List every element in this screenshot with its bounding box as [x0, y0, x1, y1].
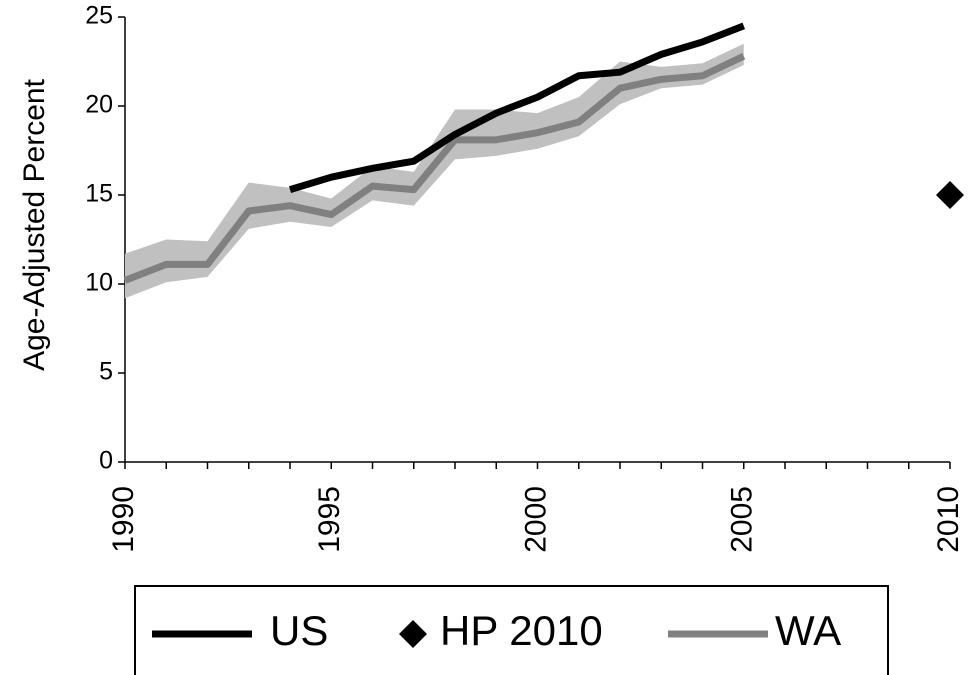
legend-label: US	[270, 607, 328, 654]
y-tick-label: 20	[85, 91, 113, 119]
y-tick-label: 0	[99, 447, 113, 475]
y-axis-label: Age-Adjusted Percent	[18, 78, 51, 371]
y-tick-label: 10	[85, 269, 113, 297]
legend-marker	[399, 620, 427, 648]
x-tick-label: 1990	[107, 486, 140, 553]
series-line	[123, 52, 746, 284]
series-line	[288, 22, 746, 194]
confidence-band	[125, 43, 744, 299]
legend-label: HP 2010	[440, 607, 603, 654]
y-tick-label: 5	[99, 358, 113, 386]
hp-2010-marker	[936, 181, 964, 209]
legend-label: WA	[775, 607, 841, 654]
x-tick-label: 2010	[932, 486, 965, 553]
y-tick-label: 15	[85, 180, 113, 208]
x-tick-label: 2000	[519, 486, 552, 553]
y-tick-label: 25	[85, 2, 113, 30]
legend-box	[134, 585, 889, 675]
x-tick-label: 2005	[726, 486, 759, 553]
x-tick-label: 1995	[313, 486, 346, 553]
